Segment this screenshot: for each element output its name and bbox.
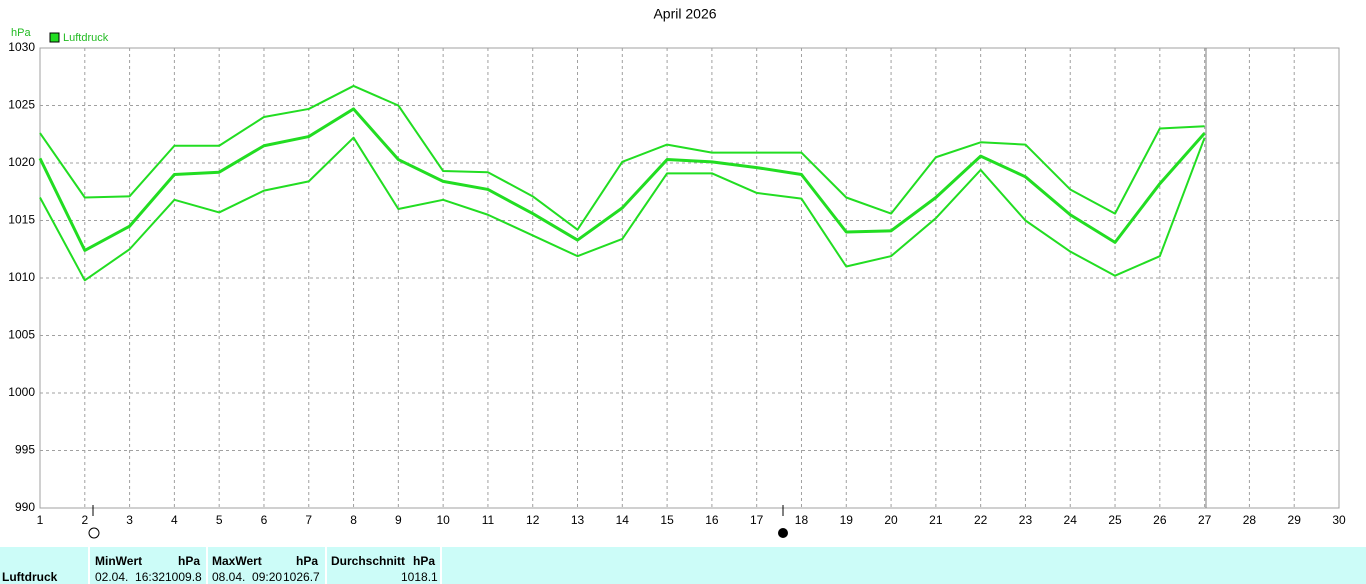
summary-table: Luftdruck MinWert hPa 02.04. 16:32 1009.…: [0, 547, 1366, 584]
y-tick-label: 995: [15, 443, 35, 457]
x-tick-label: 15: [660, 513, 674, 527]
grid: [39, 47, 1340, 509]
max-value: 1026.7: [283, 570, 320, 584]
y-tick-label: 1020: [8, 155, 35, 169]
x-tick-label: 1: [37, 513, 44, 527]
avg-value: 1018.1: [401, 570, 438, 584]
x-tick-label: 20: [884, 513, 898, 527]
min-time: 02.04. 16:32: [95, 570, 166, 584]
series-line: [38, 107, 1206, 252]
new-moon-icon: [88, 527, 100, 539]
series-line: [39, 84, 1205, 231]
x-tick-label: 16: [705, 513, 719, 527]
y-tick-label: 990: [15, 500, 35, 514]
x-tick-label: 30: [1332, 513, 1346, 527]
min-unit: hPa: [178, 554, 201, 568]
series-line: [39, 136, 1206, 282]
x-tick-label: 19: [840, 513, 854, 527]
x-tick-label: 25: [1108, 513, 1122, 527]
x-tick-label: 3: [126, 513, 133, 527]
min-header: MinWert: [95, 554, 143, 568]
x-tick-label: 9: [395, 513, 402, 527]
y-tick-label: 1010: [8, 270, 35, 284]
summary-name: Luftdruck: [2, 570, 58, 584]
x-tick-label: 23: [1019, 513, 1033, 527]
x-tick-label: 2: [81, 513, 88, 527]
avg-header: Durchschnitt: [331, 554, 406, 568]
max-time: 08.04. 09:20: [212, 570, 283, 584]
full-moon-icon: [778, 528, 788, 538]
max-header: MaxWert: [212, 554, 262, 568]
min-value: 1009.8: [165, 570, 202, 584]
avg-unit: hPa: [413, 554, 436, 568]
x-tick-label: 14: [616, 513, 630, 527]
y-tick-label: 1000: [8, 385, 35, 399]
x-tick-label: 18: [795, 513, 809, 527]
y-tick-label: 1005: [8, 328, 35, 342]
x-tick-label: 28: [1243, 513, 1257, 527]
legend-label: Luftdruck: [63, 32, 109, 44]
x-tick-label: 7: [305, 513, 312, 527]
x-tick-label: 21: [929, 513, 943, 527]
x-tick-label: 5: [216, 513, 223, 527]
x-tick-label: 26: [1153, 513, 1167, 527]
chart-title: April 2026: [653, 6, 716, 22]
x-tick-label: 24: [1064, 513, 1078, 527]
x-tick-label: 17: [750, 513, 764, 527]
x-tick-label: 4: [171, 513, 178, 527]
x-tick-label: 22: [974, 513, 988, 527]
x-tick-label: 29: [1288, 513, 1302, 527]
x-tick-label: 8: [350, 513, 357, 527]
legend-swatch: [49, 32, 60, 43]
x-tick-label: 11: [482, 513, 495, 527]
y-tick-label: 1015: [8, 213, 35, 227]
chart: April 2026 hPa Luftdruck 990 995 1000 1005 1…: [8, 6, 1346, 539]
y-tick-label: 1025: [8, 98, 35, 112]
lines: [38, 84, 1206, 282]
x-tick-label: 12: [526, 513, 540, 527]
x-tick-label: 6: [261, 513, 268, 527]
max-unit: hPa: [296, 554, 319, 568]
y-axis-label: hPa: [11, 27, 31, 39]
x-tick-label: 10: [436, 513, 450, 527]
x-tick-label: 13: [571, 513, 585, 527]
x-tick-label: 27: [1198, 513, 1212, 527]
y-tick-label: 1030: [8, 40, 35, 54]
